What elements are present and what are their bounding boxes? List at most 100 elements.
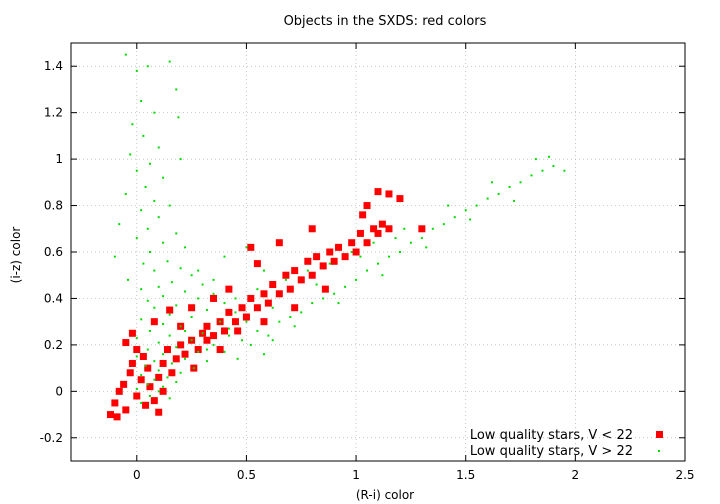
scatter-point-faint — [464, 209, 467, 212]
scatter-point-bright — [137, 376, 145, 384]
scatter-point-faint — [148, 329, 151, 332]
scatter-point-faint — [153, 306, 156, 309]
scatter-point-faint — [205, 348, 208, 351]
scatter-point-faint — [140, 318, 143, 321]
scatter-point-faint — [403, 227, 406, 230]
scatter-point-faint — [157, 341, 160, 344]
scatter-point-faint — [491, 181, 494, 184]
scatter-point-faint — [170, 281, 173, 284]
scatter-point-bright — [326, 248, 334, 256]
grid-lines — [71, 43, 686, 461]
scatter-point-faint — [197, 269, 200, 272]
scatter-point-faint — [127, 278, 130, 281]
scatter-point-bright — [330, 257, 338, 265]
scatter-point-bright — [210, 332, 218, 340]
scatter-point-faint — [168, 313, 171, 316]
scatter-point-faint — [306, 269, 309, 272]
scatter-point-bright — [122, 339, 130, 347]
scatter-point-faint — [144, 185, 147, 188]
x-tick-label: 0 — [133, 468, 141, 482]
scatter-point-faint — [142, 262, 145, 265]
scatter-point-faint — [284, 278, 287, 281]
legend-marker-square — [656, 431, 663, 438]
scatter-point-bright — [168, 369, 176, 377]
scatter-point-bright — [231, 318, 239, 326]
scatter-point-bright — [297, 276, 305, 284]
scatter-point-faint — [118, 223, 121, 226]
scatter-point-faint — [166, 376, 169, 379]
scatter-point-bright — [225, 308, 233, 316]
scatter-point-faint — [179, 158, 182, 161]
scatter-point-faint — [409, 241, 412, 244]
scatter-point-faint — [179, 371, 182, 374]
scatter-point-bright — [275, 239, 283, 247]
scatter-point-faint — [394, 237, 397, 240]
scatter-point-bright — [188, 304, 196, 312]
scatter-point-faint — [333, 292, 336, 295]
scatter-point-bright — [378, 220, 386, 228]
scatter-point-faint — [241, 339, 244, 342]
scatter-point-faint — [135, 388, 138, 391]
scatter-point-faint — [300, 311, 303, 314]
scatter-point-faint — [197, 297, 200, 300]
legend-label-bright: Low quality stars, V < 22 — [470, 428, 633, 443]
scatter-point-faint — [223, 350, 226, 353]
scatter-point-faint — [289, 316, 292, 319]
scatter-point-bright — [335, 243, 343, 251]
scatter-point-faint — [262, 353, 265, 356]
scatter-point-faint — [512, 199, 515, 202]
scatter-point-faint — [170, 362, 173, 365]
scatter-point-faint — [201, 332, 204, 335]
scatter-point-bright — [242, 313, 250, 321]
scatter-point-faint — [350, 251, 353, 253]
scatter-point-bright — [172, 355, 180, 363]
scatter-point-bright — [370, 225, 378, 233]
scatter-point-faint — [146, 383, 149, 386]
scatter-point-faint — [175, 232, 178, 235]
scatter-point-faint — [267, 334, 270, 337]
axis-ticks: 0 0.5 1 1.5 2 2.5 -0.2 0 0.2 0.4 0.6 0.8 1 1.2 1.4 — [40, 43, 695, 482]
scatter-point-faint — [140, 401, 143, 404]
scatter-point-faint — [162, 295, 165, 298]
scatter-point-bright — [177, 341, 185, 349]
scatter-point-bright — [144, 364, 152, 372]
scatter-point-faint — [168, 204, 171, 207]
scatter-point-faint — [140, 374, 143, 377]
scatter-point-faint — [366, 269, 369, 272]
scatter-point-faint — [322, 297, 325, 300]
scatter-point-faint — [236, 357, 239, 360]
scatter-point-faint — [135, 69, 138, 72]
x-tick-label: 1.5 — [456, 468, 475, 482]
scatter-point-bright — [150, 318, 158, 326]
scatter-point-faint — [328, 262, 331, 265]
x-tick-label: 1 — [352, 468, 360, 482]
scatter-point-faint — [359, 255, 362, 258]
scatter-point-bright — [385, 225, 393, 233]
scatter-point-faint — [530, 174, 533, 177]
scatter-point-bright — [253, 304, 261, 312]
scatter-point-bright — [181, 350, 189, 358]
scatter-point-bright — [385, 190, 393, 198]
scatter-point-bright — [122, 406, 130, 414]
scatter-point-faint — [190, 339, 193, 342]
scatter-point-faint — [177, 116, 180, 119]
scatter-point-faint — [212, 292, 215, 295]
scatter-point-faint — [124, 53, 127, 56]
y-tick-label: -0.2 — [40, 431, 63, 445]
scatter-point-faint — [548, 155, 551, 158]
scatter-point-faint — [146, 348, 149, 351]
scatter-point-faint — [184, 246, 187, 249]
scatter-point-faint — [153, 269, 156, 272]
scatter-point-faint — [162, 176, 165, 179]
scatter-point-bright — [133, 346, 141, 354]
scatter-point-bright — [253, 260, 261, 268]
scatter-point-faint — [541, 169, 544, 172]
scatter-point-faint — [387, 255, 390, 258]
scatter-point-faint — [278, 320, 281, 323]
scatter-point-faint — [157, 390, 160, 393]
scatter-point-faint — [453, 216, 456, 219]
series-low-quality-faint — [113, 53, 566, 404]
scatter-point-bright — [286, 285, 294, 293]
scatter-point-faint — [205, 309, 208, 312]
scatter-point-bright — [120, 380, 128, 388]
